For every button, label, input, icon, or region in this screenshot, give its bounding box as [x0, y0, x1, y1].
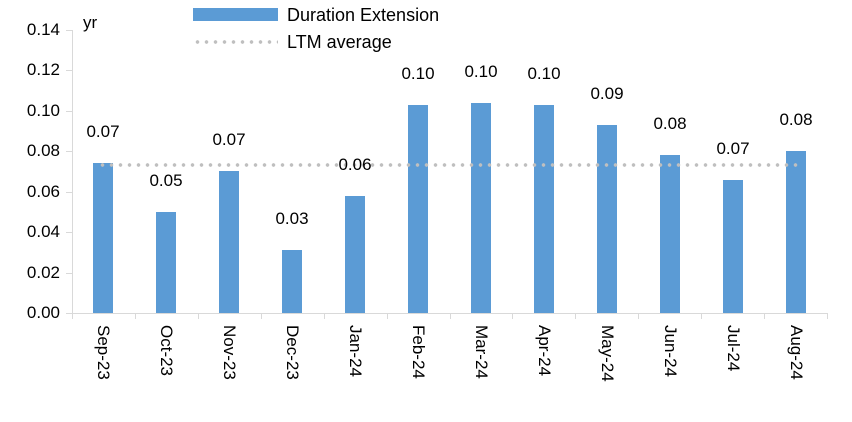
x-axis-label: Feb-24	[409, 325, 428, 379]
y-axis-tick-icon	[66, 192, 72, 193]
x-axis-label: Nov-23	[220, 325, 239, 380]
x-axis-tick-icon	[575, 313, 576, 319]
legend-item-ltm-average: LTM average	[193, 28, 439, 55]
y-axis-tick-icon	[66, 151, 72, 152]
x-axis-tick-icon	[764, 313, 765, 319]
bar-value-label: 0.08	[779, 110, 813, 129]
y-axis-tick-icon	[66, 232, 72, 233]
x-axis-tick-icon	[261, 313, 262, 319]
bar-value-label: 0.10	[401, 64, 435, 83]
bar-jan-24	[345, 196, 365, 313]
bar-value-label: 0.06	[338, 155, 372, 174]
x-axis-tick-icon	[827, 313, 828, 319]
x-axis-tick-icon	[701, 313, 702, 319]
bar-dec-23	[282, 250, 302, 313]
x-axis-label: Dec-23	[283, 325, 302, 380]
bar-may-24	[597, 125, 617, 313]
bar-value-label: 0.07	[212, 130, 246, 149]
y-axis-tick-label: 0.04	[26, 222, 60, 241]
y-axis-tick-label: 0.08	[26, 141, 60, 160]
y-axis-line	[72, 30, 73, 314]
bar-value-label: 0.10	[527, 64, 561, 83]
y-axis-tick-icon	[66, 111, 72, 112]
bar-oct-23	[156, 212, 176, 313]
bar-value-label: 0.05	[149, 171, 183, 190]
y-axis-tick-label: 0.10	[26, 101, 60, 120]
x-axis-tick-icon	[638, 313, 639, 319]
y-axis-tick-label: 0.02	[26, 263, 60, 282]
bar-feb-24	[408, 105, 428, 313]
legend-bar-swatch-icon	[193, 8, 278, 21]
bar-value-label: 0.10	[464, 62, 498, 81]
y-axis-tick-icon	[66, 70, 72, 71]
y-axis-tick-icon	[66, 313, 72, 314]
bar-jul-24	[723, 180, 743, 313]
x-axis-line	[66, 313, 828, 314]
x-axis-label: Sep-23	[94, 325, 113, 380]
bar-value-label: 0.07	[716, 139, 750, 158]
y-axis-tick-icon	[66, 273, 72, 274]
y-axis-tick-label: 0.12	[26, 60, 60, 79]
bar-nov-23	[219, 171, 239, 313]
bar-value-label: 0.08	[653, 114, 687, 133]
legend: Duration Extension LTM average	[193, 1, 439, 55]
x-axis-label: May-24	[598, 325, 617, 382]
bar-value-label: 0.03	[275, 209, 309, 228]
bar-value-label: 0.09	[590, 84, 624, 103]
x-axis-tick-icon	[387, 313, 388, 319]
legend-label-ltm-average: LTM average	[287, 31, 392, 52]
bar-sep-23	[93, 163, 113, 313]
x-axis-tick-icon	[512, 313, 513, 319]
x-axis-tick-icon	[450, 313, 451, 319]
x-axis-tick-icon	[324, 313, 325, 319]
x-axis-label: Jul-24	[724, 325, 743, 372]
x-axis-label: Jun-24	[661, 325, 680, 377]
y-axis-tick-label: 0.06	[26, 182, 60, 201]
y-axis-tick-label: 0.14	[26, 20, 60, 39]
x-axis-label: Oct-23	[157, 325, 176, 377]
bar-value-label: 0.07	[86, 122, 120, 141]
x-axis-tick-icon	[198, 313, 199, 319]
x-axis-label: Aug-24	[787, 325, 806, 380]
x-axis-tick-icon	[72, 313, 73, 319]
ltm-average-line	[98, 163, 800, 167]
bar-aug-24	[786, 151, 806, 313]
y-axis-tick-icon	[66, 30, 72, 31]
x-axis-label: Mar-24	[472, 325, 491, 379]
y-axis-tick-label: 0.00	[26, 303, 60, 322]
x-axis-label: Jan-24	[346, 325, 365, 377]
bar-apr-24	[534, 105, 554, 313]
x-axis-tick-icon	[135, 313, 136, 319]
legend-item-duration-extension: Duration Extension	[193, 1, 439, 28]
bar-mar-24	[471, 103, 491, 313]
legend-label-duration-extension: Duration Extension	[287, 4, 440, 25]
y-axis-unit-label: yr	[83, 13, 98, 32]
bar-jun-24	[660, 155, 680, 313]
legend-dotted-line-swatch-icon	[193, 39, 278, 44]
x-axis-label: Apr-24	[535, 325, 554, 377]
